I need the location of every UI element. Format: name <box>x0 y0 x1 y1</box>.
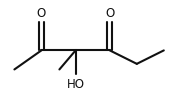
Text: O: O <box>105 7 114 20</box>
Text: O: O <box>37 7 46 20</box>
Text: HO: HO <box>67 78 85 91</box>
